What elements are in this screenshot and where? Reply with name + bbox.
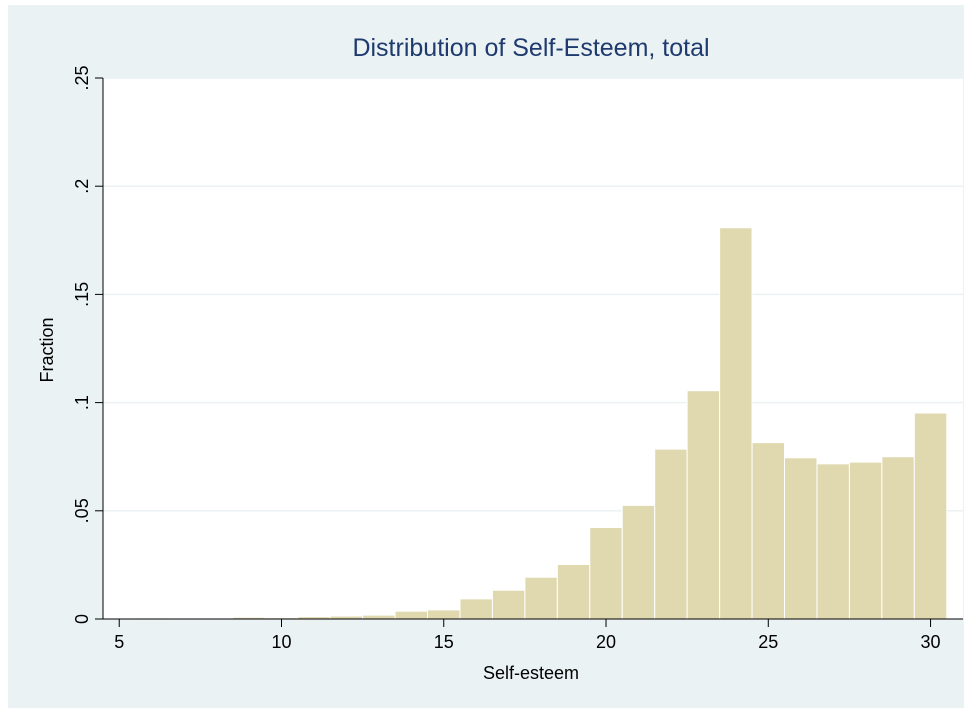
y-tick-label: .05 xyxy=(72,498,92,523)
x-tick-label: 15 xyxy=(434,632,454,652)
histogram-bar xyxy=(394,610,429,620)
histogram-bar xyxy=(784,457,818,620)
axes xyxy=(95,77,963,627)
histogram-bar xyxy=(589,526,623,620)
histogram-bar xyxy=(913,412,948,620)
x-tick-label: 25 xyxy=(758,632,778,652)
y-tick-label: 0 xyxy=(72,614,92,624)
histogram-bar xyxy=(881,456,915,620)
histogram-bar xyxy=(491,589,526,620)
y-tick-labels: 0 .05 .1 .15 .2 .25 xyxy=(72,65,92,624)
histogram-bar xyxy=(719,227,753,620)
y-tick-label: .1 xyxy=(72,395,92,410)
histogram-bar xyxy=(362,614,396,620)
x-tick-label: 20 xyxy=(596,632,616,652)
histogram-chart: Distribution of Self-Esteem, total 5 10 15… xyxy=(37,34,963,683)
chart-frame: Distribution of Self-Esteem, total 5 10 15… xyxy=(8,5,964,708)
y-tick-label: .15 xyxy=(72,282,92,307)
y-axis-title: Fraction xyxy=(37,317,57,382)
histogram-bar xyxy=(459,598,493,620)
histogram-bar xyxy=(524,576,558,620)
y-tick-label: .2 xyxy=(72,179,92,194)
chart-title: Distribution of Self-Esteem, total xyxy=(352,34,709,62)
histogram-bar xyxy=(621,504,656,620)
histogram-bar xyxy=(848,461,883,620)
x-tick-labels: 5 10 15 20 25 30 xyxy=(114,632,940,652)
bars xyxy=(134,227,948,620)
x-tick-label: 30 xyxy=(921,632,941,652)
histogram-bar xyxy=(686,390,721,620)
x-axis-title: Self-esteem xyxy=(483,663,579,683)
histogram-bar xyxy=(427,609,461,620)
histogram-bar xyxy=(556,563,591,620)
x-tick-label: 5 xyxy=(114,632,124,652)
histogram-bar xyxy=(816,463,850,620)
histogram-bar xyxy=(751,442,786,620)
x-tick-label: 10 xyxy=(271,632,291,652)
histogram-bar xyxy=(654,448,688,620)
y-tick-label: .25 xyxy=(72,65,92,90)
